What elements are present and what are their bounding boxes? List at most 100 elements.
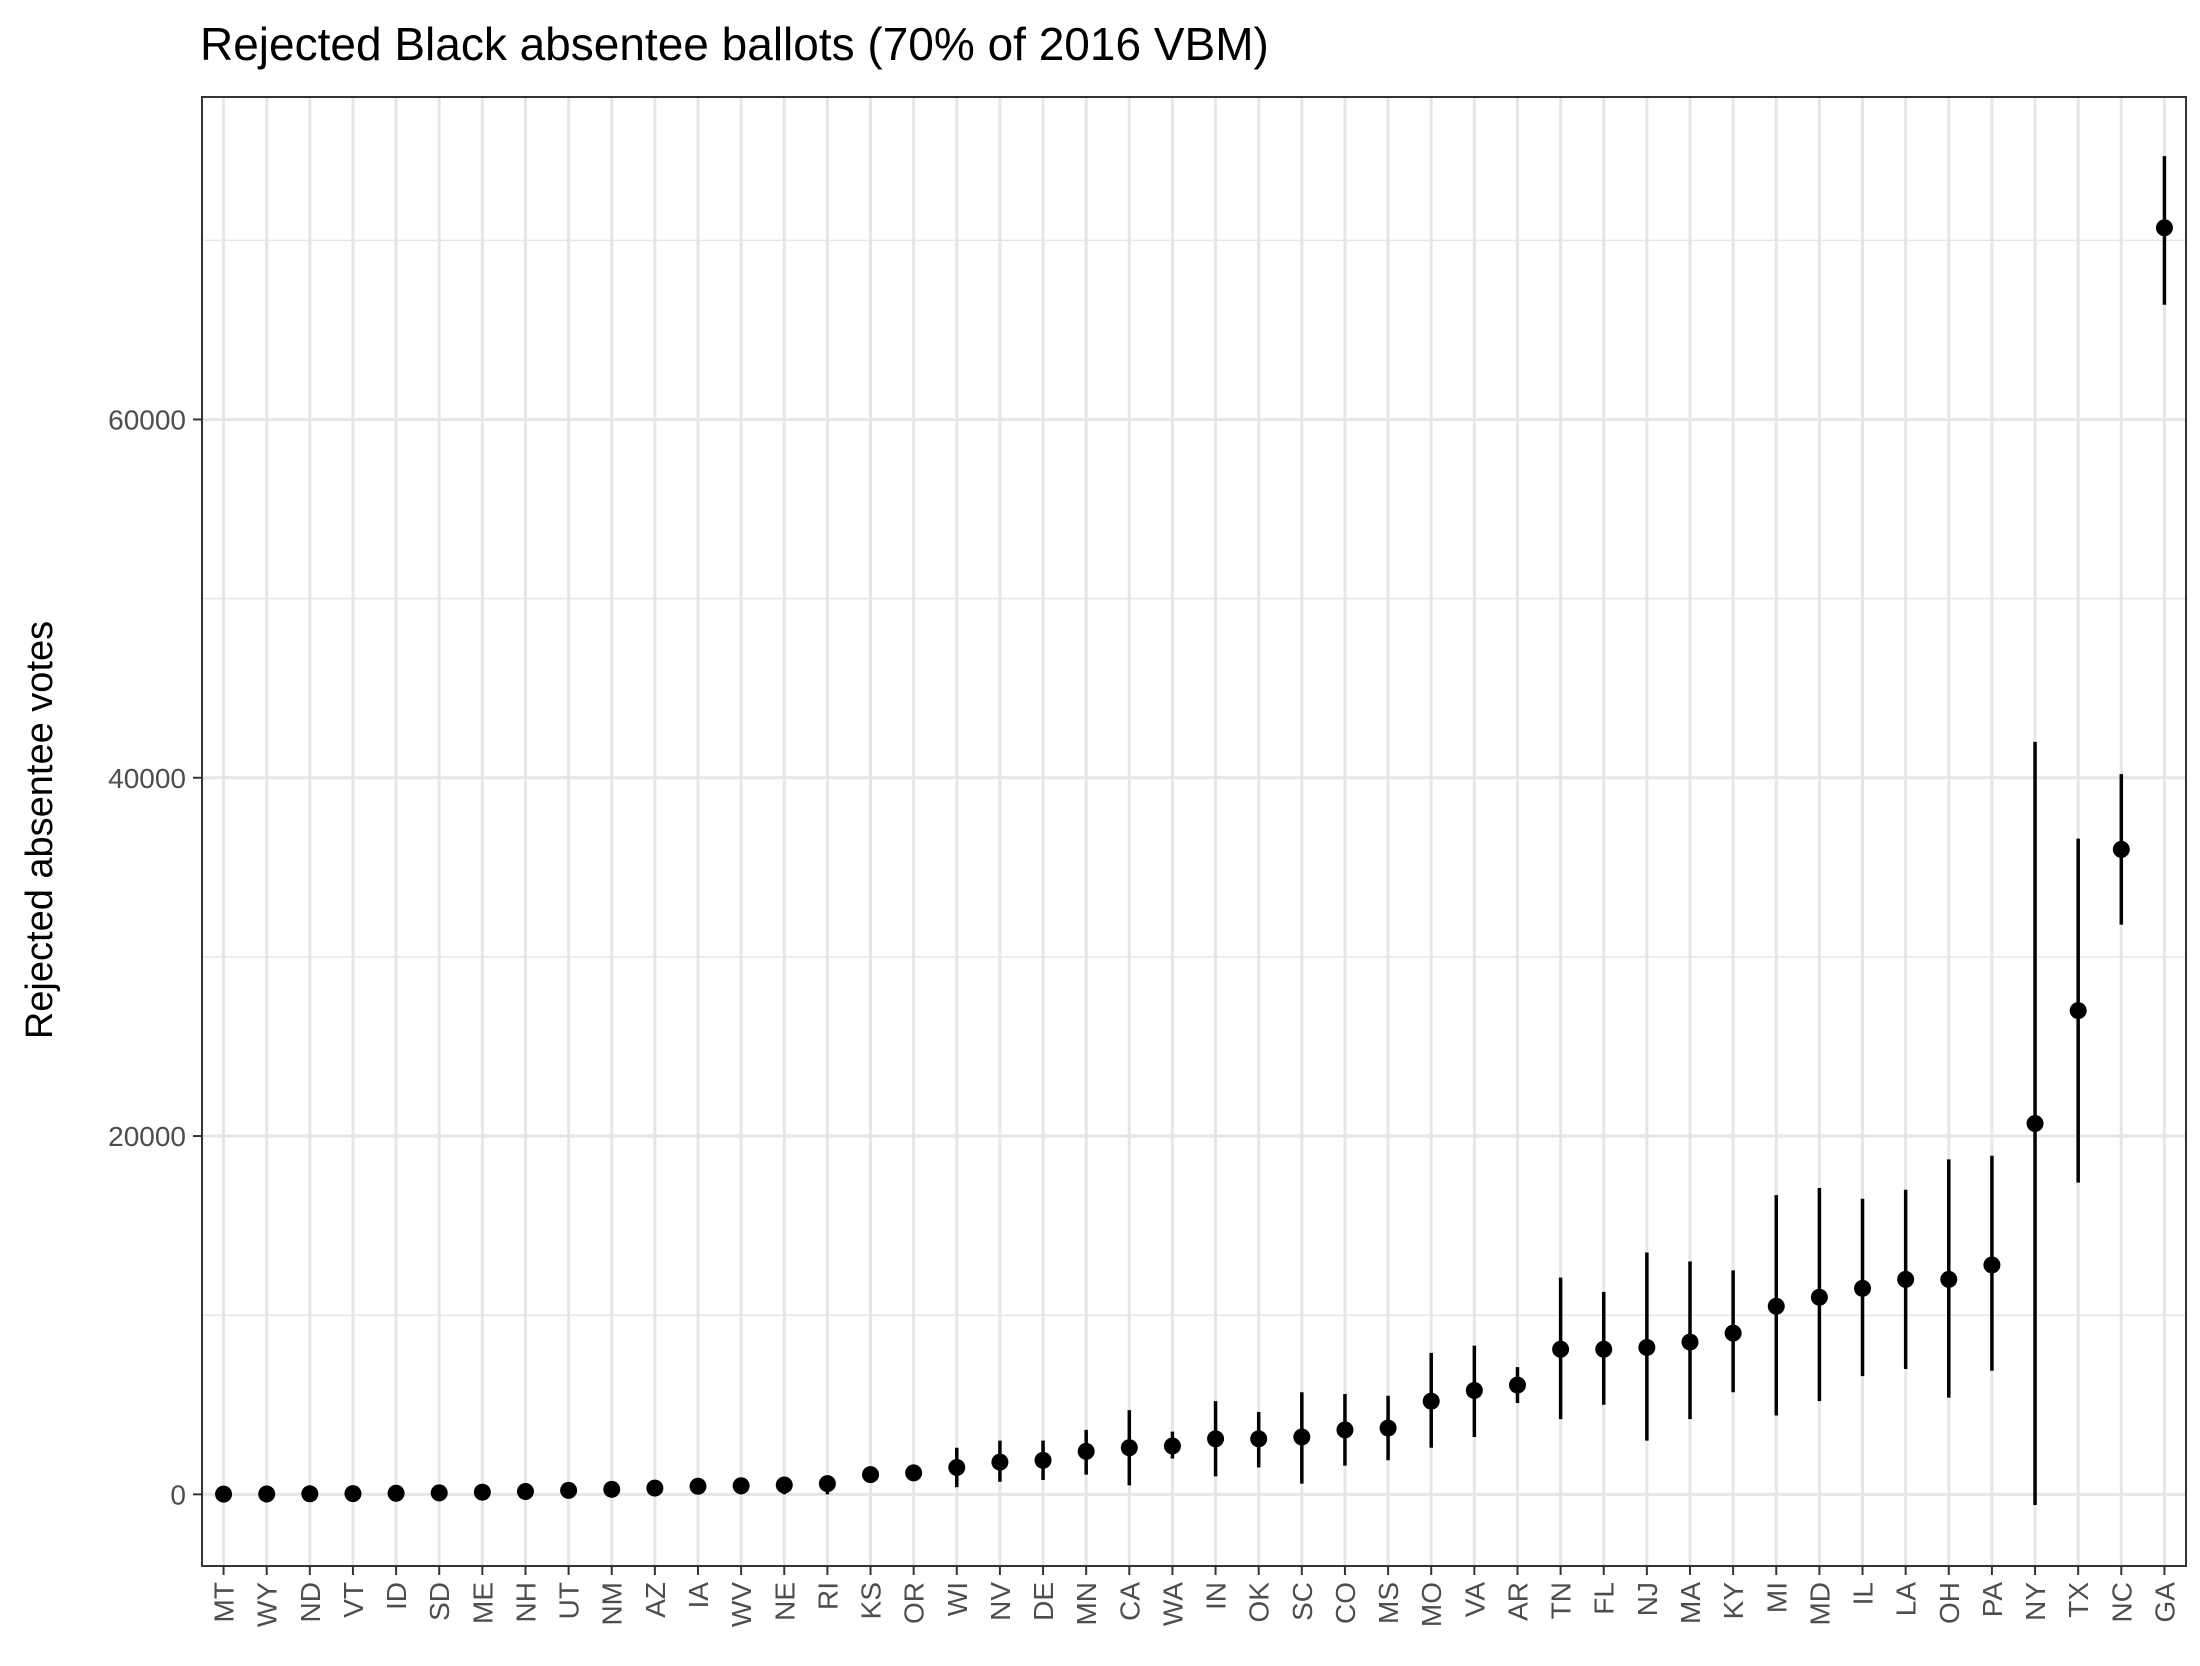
- x-tick-label-il: IL: [1848, 1582, 1879, 1605]
- point-ar: [1508, 1376, 1526, 1394]
- x-tick-label-ks: KS: [856, 1582, 887, 1619]
- x-tick-label-or: OR: [899, 1582, 930, 1624]
- point-fl: [1595, 1340, 1613, 1358]
- grid-lines: [202, 97, 2186, 1566]
- x-axis: MT WY ND VT ID SD ME NH UT NM AZ IA WV NE RI KS OR WI NV DE…: [209, 1566, 2180, 1627]
- point-nv: [991, 1453, 1009, 1471]
- x-tick-label-nc: NC: [2106, 1582, 2137, 1622]
- x-tick-label-mt: MT: [209, 1582, 240, 1622]
- x-tick-label-sd: SD: [424, 1582, 455, 1621]
- point-nm: [603, 1480, 621, 1498]
- x-tick-label-mn: MN: [1071, 1582, 1102, 1626]
- x-tick-label-nj: NJ: [1632, 1582, 1663, 1616]
- x-tick-label-mi: MI: [1761, 1582, 1792, 1613]
- x-tick-label-tx: TX: [2063, 1582, 2094, 1618]
- x-tick-label-nd: ND: [295, 1582, 326, 1622]
- point-ms: [1379, 1419, 1397, 1437]
- x-tick-label-ca: CA: [1114, 1582, 1145, 1621]
- point-nd: [301, 1485, 319, 1503]
- x-tick-label-ky: KY: [1718, 1582, 1749, 1620]
- x-tick-label-nv: NV: [985, 1582, 1016, 1621]
- x-tick-label-ny: NY: [2020, 1582, 2051, 1621]
- point-sc: [1293, 1428, 1311, 1446]
- point-tn: [1552, 1340, 1570, 1358]
- x-tick-label-fl: FL: [1589, 1582, 1620, 1615]
- x-tick-label-ne: NE: [769, 1582, 800, 1621]
- point-de: [1034, 1451, 1052, 1469]
- x-tick-label-wa: WA: [1157, 1582, 1188, 1626]
- y-tick-label: 0: [170, 1479, 186, 1510]
- x-tick-label-pa: PA: [1977, 1582, 2008, 1618]
- x-tick-label-wi: WI: [942, 1582, 973, 1616]
- point-nh: [516, 1482, 534, 1500]
- point-ri: [818, 1475, 836, 1493]
- point-nj: [1638, 1338, 1656, 1356]
- x-tick-label-co: CO: [1330, 1582, 1361, 1624]
- x-tick-label-la: LA: [1891, 1582, 1922, 1617]
- point-ne: [775, 1476, 793, 1494]
- x-tick-label-nm: NM: [597, 1582, 628, 1626]
- point-az: [646, 1479, 664, 1497]
- point-ma: [1681, 1333, 1699, 1351]
- point-md: [1810, 1288, 1828, 1306]
- point-il: [1854, 1279, 1872, 1297]
- point-ca: [1120, 1439, 1138, 1457]
- x-tick-label-md: MD: [1804, 1582, 1835, 1626]
- point-or: [905, 1464, 923, 1482]
- y-axis: 0 20000 40000 60000: [108, 404, 202, 1510]
- x-tick-label-ar: AR: [1502, 1582, 1533, 1621]
- point-wi: [948, 1458, 966, 1476]
- x-tick-label-sc: SC: [1287, 1582, 1318, 1621]
- x-tick-label-wy: WY: [252, 1582, 283, 1627]
- x-tick-label-ri: RI: [812, 1582, 843, 1610]
- y-tick-label: 60000: [108, 404, 186, 435]
- point-la: [1897, 1270, 1915, 1288]
- point-me: [473, 1483, 491, 1501]
- x-tick-label-nh: NH: [510, 1582, 541, 1622]
- point-mt: [215, 1485, 233, 1503]
- y-axis-label: Rejected absentee votes: [19, 621, 61, 1039]
- point-ut: [560, 1481, 578, 1499]
- x-tick-label-ok: OK: [1244, 1582, 1275, 1623]
- point-mi: [1767, 1297, 1785, 1315]
- x-tick-label-va: VA: [1459, 1582, 1490, 1618]
- x-tick-label-in: IN: [1201, 1582, 1232, 1610]
- point-wy: [258, 1485, 276, 1503]
- point-wa: [1163, 1437, 1181, 1455]
- point-mn: [1077, 1442, 1095, 1460]
- point-sd: [430, 1484, 448, 1502]
- point-ok: [1250, 1430, 1268, 1448]
- point-nc: [2112, 840, 2130, 858]
- point-in: [1207, 1430, 1225, 1448]
- x-tick-label-de: DE: [1028, 1582, 1059, 1621]
- point-oh: [1940, 1270, 1958, 1288]
- point-mo: [1422, 1392, 1440, 1410]
- panel-border: [201, 96, 2187, 1567]
- point-wv: [732, 1477, 750, 1495]
- point-va: [1465, 1381, 1483, 1399]
- x-tick-label-az: AZ: [640, 1582, 671, 1618]
- x-tick-label-id: ID: [381, 1582, 412, 1610]
- point-ky: [1724, 1324, 1742, 1342]
- data-marks: [215, 156, 2173, 1506]
- point-tx: [2069, 1002, 2087, 1020]
- x-tick-label-ma: MA: [1675, 1582, 1706, 1624]
- x-tick-label-ut: UT: [554, 1582, 585, 1619]
- point-ia: [689, 1477, 707, 1495]
- point-vt: [344, 1485, 362, 1503]
- x-tick-label-vt: VT: [338, 1582, 369, 1618]
- point-ks: [862, 1466, 880, 1484]
- x-tick-label-ia: IA: [683, 1582, 714, 1609]
- point-id: [387, 1484, 405, 1502]
- y-tick-label: 20000: [108, 1121, 186, 1152]
- point-ny: [2026, 1115, 2044, 1133]
- point-ga: [2155, 219, 2173, 237]
- point-pa: [1983, 1256, 2001, 1274]
- x-tick-label-oh: OH: [1934, 1582, 1965, 1624]
- x-tick-label-mo: MO: [1416, 1582, 1447, 1627]
- x-tick-label-me: ME: [467, 1582, 498, 1624]
- x-tick-label-ga: GA: [2149, 1582, 2180, 1623]
- x-tick-label-tn: TN: [1546, 1582, 1577, 1619]
- point-co: [1336, 1421, 1354, 1439]
- x-tick-label-ms: MS: [1373, 1582, 1404, 1624]
